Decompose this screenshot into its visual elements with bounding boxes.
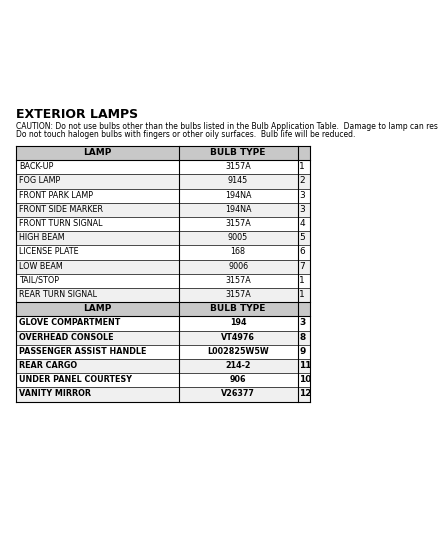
Text: LICENSE PLATE: LICENSE PLATE: [19, 247, 79, 256]
Text: FOG LAMP: FOG LAMP: [19, 176, 60, 185]
Text: FRONT TURN SIGNAL: FRONT TURN SIGNAL: [19, 219, 103, 228]
Text: 3: 3: [299, 318, 305, 327]
Text: 1: 1: [299, 276, 305, 285]
Text: 6: 6: [299, 247, 305, 256]
Bar: [16, 373, 310, 387]
Text: L002825W5W: L002825W5W: [207, 347, 269, 356]
Text: 8: 8: [299, 333, 305, 342]
Bar: [16, 288, 310, 302]
Bar: [16, 302, 310, 317]
Text: REAR CARGO: REAR CARGO: [19, 361, 78, 370]
Text: 214-2: 214-2: [225, 361, 251, 370]
Text: VANITY MIRROR: VANITY MIRROR: [19, 390, 92, 398]
Text: 3: 3: [299, 191, 305, 199]
Text: HIGH BEAM: HIGH BEAM: [19, 233, 65, 242]
Text: EXTERIOR LAMPS: EXTERIOR LAMPS: [16, 108, 138, 121]
Text: 1: 1: [299, 290, 305, 299]
Bar: [16, 160, 310, 174]
Bar: [16, 231, 310, 245]
Text: FRONT PARK LAMP: FRONT PARK LAMP: [19, 191, 93, 199]
Text: BULB TYPE: BULB TYPE: [210, 304, 266, 313]
Text: 194: 194: [230, 318, 246, 327]
Text: 3157A: 3157A: [225, 276, 251, 285]
Text: 10: 10: [299, 375, 311, 384]
Text: VT4976: VT4976: [221, 333, 255, 342]
Text: 11: 11: [299, 361, 311, 370]
Text: 3: 3: [299, 205, 305, 214]
Text: LAMP: LAMP: [83, 304, 112, 313]
Bar: [16, 317, 310, 330]
Text: OVERHEAD CONSOLE: OVERHEAD CONSOLE: [19, 333, 114, 342]
Text: V26377: V26377: [221, 390, 255, 398]
Bar: [16, 387, 310, 401]
Text: 168: 168: [230, 247, 246, 256]
Text: FRONT SIDE MARKER: FRONT SIDE MARKER: [19, 205, 103, 214]
Text: 906: 906: [230, 375, 246, 384]
Text: 7: 7: [299, 262, 305, 271]
Text: 4: 4: [299, 219, 305, 228]
Bar: [16, 146, 310, 160]
Text: BACK-UP: BACK-UP: [19, 162, 54, 171]
Text: 2: 2: [299, 176, 305, 185]
Text: UNDER PANEL COURTESY: UNDER PANEL COURTESY: [19, 375, 132, 384]
Text: 3157A: 3157A: [225, 290, 251, 299]
Text: BULB TYPE: BULB TYPE: [210, 148, 266, 157]
Bar: [16, 359, 310, 373]
Text: 3157A: 3157A: [225, 219, 251, 228]
Text: 9005: 9005: [228, 233, 248, 242]
Text: 9: 9: [299, 347, 305, 356]
Text: 1: 1: [299, 162, 305, 171]
Bar: [16, 217, 310, 231]
Text: Do not touch halogen bulbs with fingers or other oily surfaces.  Bulb life will : Do not touch halogen bulbs with fingers …: [16, 130, 356, 139]
Text: REAR TURN SIGNAL: REAR TURN SIGNAL: [19, 290, 97, 299]
Text: GLOVE COMPARTMENT: GLOVE COMPARTMENT: [19, 318, 121, 327]
Bar: [16, 189, 310, 203]
Bar: [16, 174, 310, 189]
Bar: [16, 245, 310, 260]
Text: LAMP: LAMP: [83, 148, 112, 157]
Bar: [16, 274, 310, 288]
Text: CAUTION: Do not use bulbs other than the bulbs listed in the Bulb Application Ta: CAUTION: Do not use bulbs other than the…: [16, 122, 438, 131]
Bar: [16, 260, 310, 274]
Text: LOW BEAM: LOW BEAM: [19, 262, 63, 271]
Text: 5: 5: [299, 233, 305, 242]
Text: 12: 12: [299, 390, 311, 398]
Bar: [16, 345, 310, 359]
Text: TAIL/STOP: TAIL/STOP: [19, 276, 59, 285]
Bar: [16, 203, 310, 217]
Bar: [16, 330, 310, 345]
Text: 3157A: 3157A: [225, 162, 251, 171]
Text: 194NA: 194NA: [225, 205, 251, 214]
Text: 194NA: 194NA: [225, 191, 251, 199]
Text: 9145: 9145: [228, 176, 248, 185]
Text: 9006: 9006: [228, 262, 248, 271]
Text: PASSENGER ASSIST HANDLE: PASSENGER ASSIST HANDLE: [19, 347, 147, 356]
